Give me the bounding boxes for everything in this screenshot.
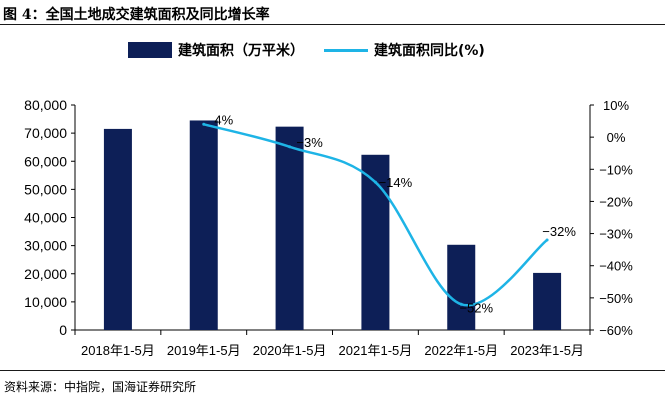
bar [533,272,562,330]
line-data-label: 4% [214,112,233,127]
legend-bar-swatch [128,42,172,58]
left-axis-tick-label: 60,000 [24,153,67,169]
bar [275,126,304,330]
x-axis-category-label: 2018年1-5月 [81,343,155,358]
right-axis-tick-label: −20% [599,194,633,209]
line-data-labels: 4% −3% −14% −52% −32% [214,112,576,315]
left-axis-tick-label: 20,000 [24,266,67,282]
right-axis-tick-label: −60% [599,323,633,338]
line-series [202,122,549,307]
left-axis-tick-label: 50,000 [24,181,67,197]
x-axis-category-label: 2019年1-5月 [167,343,241,358]
yoy-line [203,123,548,307]
left-axis-tick-label: 80,000 [24,97,67,113]
figure-title: 图 4：全国土地成交建筑面积及同比增长率 [3,7,270,23]
line-point [288,145,292,149]
x-axis: 2018年1-5月 2019年1-5月 2020年1-5月 2021年1-5月 2022… [74,329,591,358]
line-data-label: −32% [542,224,576,239]
title-divider [0,24,665,25]
x-axis-category-label: 2023年1-5月 [510,343,584,358]
line-point [202,122,206,126]
bar [361,154,390,330]
left-axis-tick-label: 0 [59,322,67,338]
right-axis-tick-label: 0% [607,130,626,145]
line-data-label: −14% [379,175,413,190]
right-axis-tick-label: −40% [599,259,633,274]
line-data-label: −52% [459,300,493,315]
x-axis-category-label: 2022年1-5月 [424,343,498,358]
x-axis-category-label: 2021年1-5月 [339,343,413,358]
right-axis-tick-label: 10% [603,98,629,113]
bar [103,128,132,330]
source-note: 资料来源：中指院，国海证券研究所 [4,380,197,394]
right-y-axis: −60% −50% −40% −30% −20% −10% 0% 10% [589,98,633,338]
line-point [545,238,549,242]
left-axis-tick-label: 10,000 [24,294,67,310]
right-axis-tick-label: −10% [599,162,633,177]
x-axis-category-label: 2020年1-5月 [253,343,327,358]
line-data-label: −3% [296,135,323,150]
left-axis-tick-label: 40,000 [24,210,67,226]
source-divider [0,370,665,371]
line-point [373,180,377,184]
legend-line-label: 建筑面积同比(%) [374,43,485,59]
bar [447,244,476,330]
right-axis-tick-label: −30% [599,227,633,242]
chart-legend: 建筑面积（万平米） 建筑面积同比(%) [128,40,485,60]
right-axis-tick-label: −50% [599,291,633,306]
left-y-axis: 0 10,000 20,000 30,000 40,000 50,000 60,000 70,… [24,97,76,338]
bar [189,120,218,330]
legend-bar-label: 建筑面积（万平米） [178,43,304,59]
line-point [459,302,463,306]
bar-series [103,120,562,330]
left-axis-tick-label: 30,000 [24,238,67,254]
legend-line-swatch [324,48,368,52]
left-axis-tick-label: 70,000 [24,125,67,141]
